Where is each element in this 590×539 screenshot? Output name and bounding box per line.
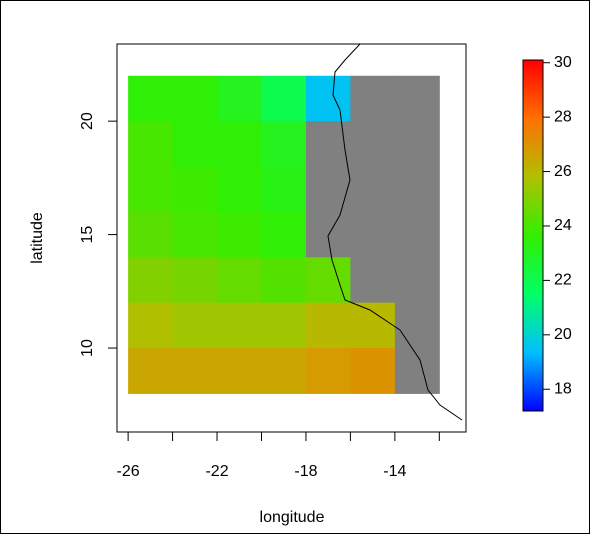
heat-cell <box>128 211 174 258</box>
heat-cell <box>128 166 174 213</box>
x-tick-label: -22 <box>205 463 228 480</box>
heat-cell <box>217 121 262 168</box>
land-cell <box>305 121 351 168</box>
heat-cell <box>261 211 307 258</box>
land-cell <box>350 75 396 122</box>
heat-cell <box>261 302 307 349</box>
heat-cell <box>172 348 218 394</box>
heat-cell <box>350 348 396 394</box>
land-cell <box>305 166 351 213</box>
heat-cell <box>217 75 262 122</box>
x-axis-label: longitude <box>260 509 325 526</box>
colorbar <box>522 59 544 412</box>
land-cell <box>350 257 396 304</box>
heat-cell <box>172 211 218 258</box>
heat-cell <box>261 348 307 394</box>
land-cell <box>350 166 396 213</box>
y-axis-label: latitude <box>29 212 46 264</box>
heat-cell <box>172 302 218 349</box>
land-cell <box>350 121 396 168</box>
y-tick-label: 15 <box>79 226 96 244</box>
heat-cell <box>261 166 307 213</box>
heat-cell <box>128 75 174 122</box>
y-tick-label: 20 <box>79 112 96 130</box>
x-tick-label: -26 <box>117 463 140 480</box>
heat-cell <box>128 257 174 304</box>
heat-cell <box>261 257 307 304</box>
x-tick-label: -14 <box>383 463 406 480</box>
colorbar-tick-label: 26 <box>554 163 572 180</box>
colorbar-tick-label: 30 <box>554 54 572 71</box>
heat-cell <box>217 166 262 213</box>
colorbar-tick-label: 22 <box>554 272 572 289</box>
heat-cell <box>172 257 218 304</box>
heat-cell <box>217 348 262 394</box>
x-tick-label: -18 <box>294 463 317 480</box>
heat-cell <box>172 75 218 122</box>
heat-cell <box>128 121 174 168</box>
plot-box <box>116 43 467 433</box>
y-tick-label: 10 <box>79 339 96 357</box>
heat-cell <box>172 121 218 168</box>
heat-cell <box>261 121 307 168</box>
heat-cell <box>217 211 262 258</box>
land-cell <box>394 121 440 168</box>
heat-cell <box>217 302 262 349</box>
colorbar-tick-label: 28 <box>554 108 572 125</box>
colorbar-tick-label: 20 <box>554 326 572 343</box>
heat-cell <box>217 257 262 304</box>
land-cell <box>350 211 396 258</box>
heat-cell <box>305 302 351 349</box>
land-cell <box>394 257 440 304</box>
heat-cell <box>261 75 307 122</box>
land-cell <box>394 348 440 394</box>
land-cell <box>394 302 440 349</box>
heat-cell <box>172 166 218 213</box>
heat-cell <box>128 302 174 349</box>
colorbar-tick-label: 18 <box>554 380 572 397</box>
heatmap <box>128 75 440 394</box>
land-cell <box>394 166 440 213</box>
heat-cell <box>128 348 174 394</box>
heat-cell <box>305 348 351 394</box>
heat-cell <box>350 302 396 349</box>
heat-cell <box>305 75 351 122</box>
land-cell <box>394 75 440 122</box>
colorbar-tick-label: 24 <box>554 217 572 234</box>
coastline <box>327 43 463 421</box>
land-cell <box>394 211 440 258</box>
